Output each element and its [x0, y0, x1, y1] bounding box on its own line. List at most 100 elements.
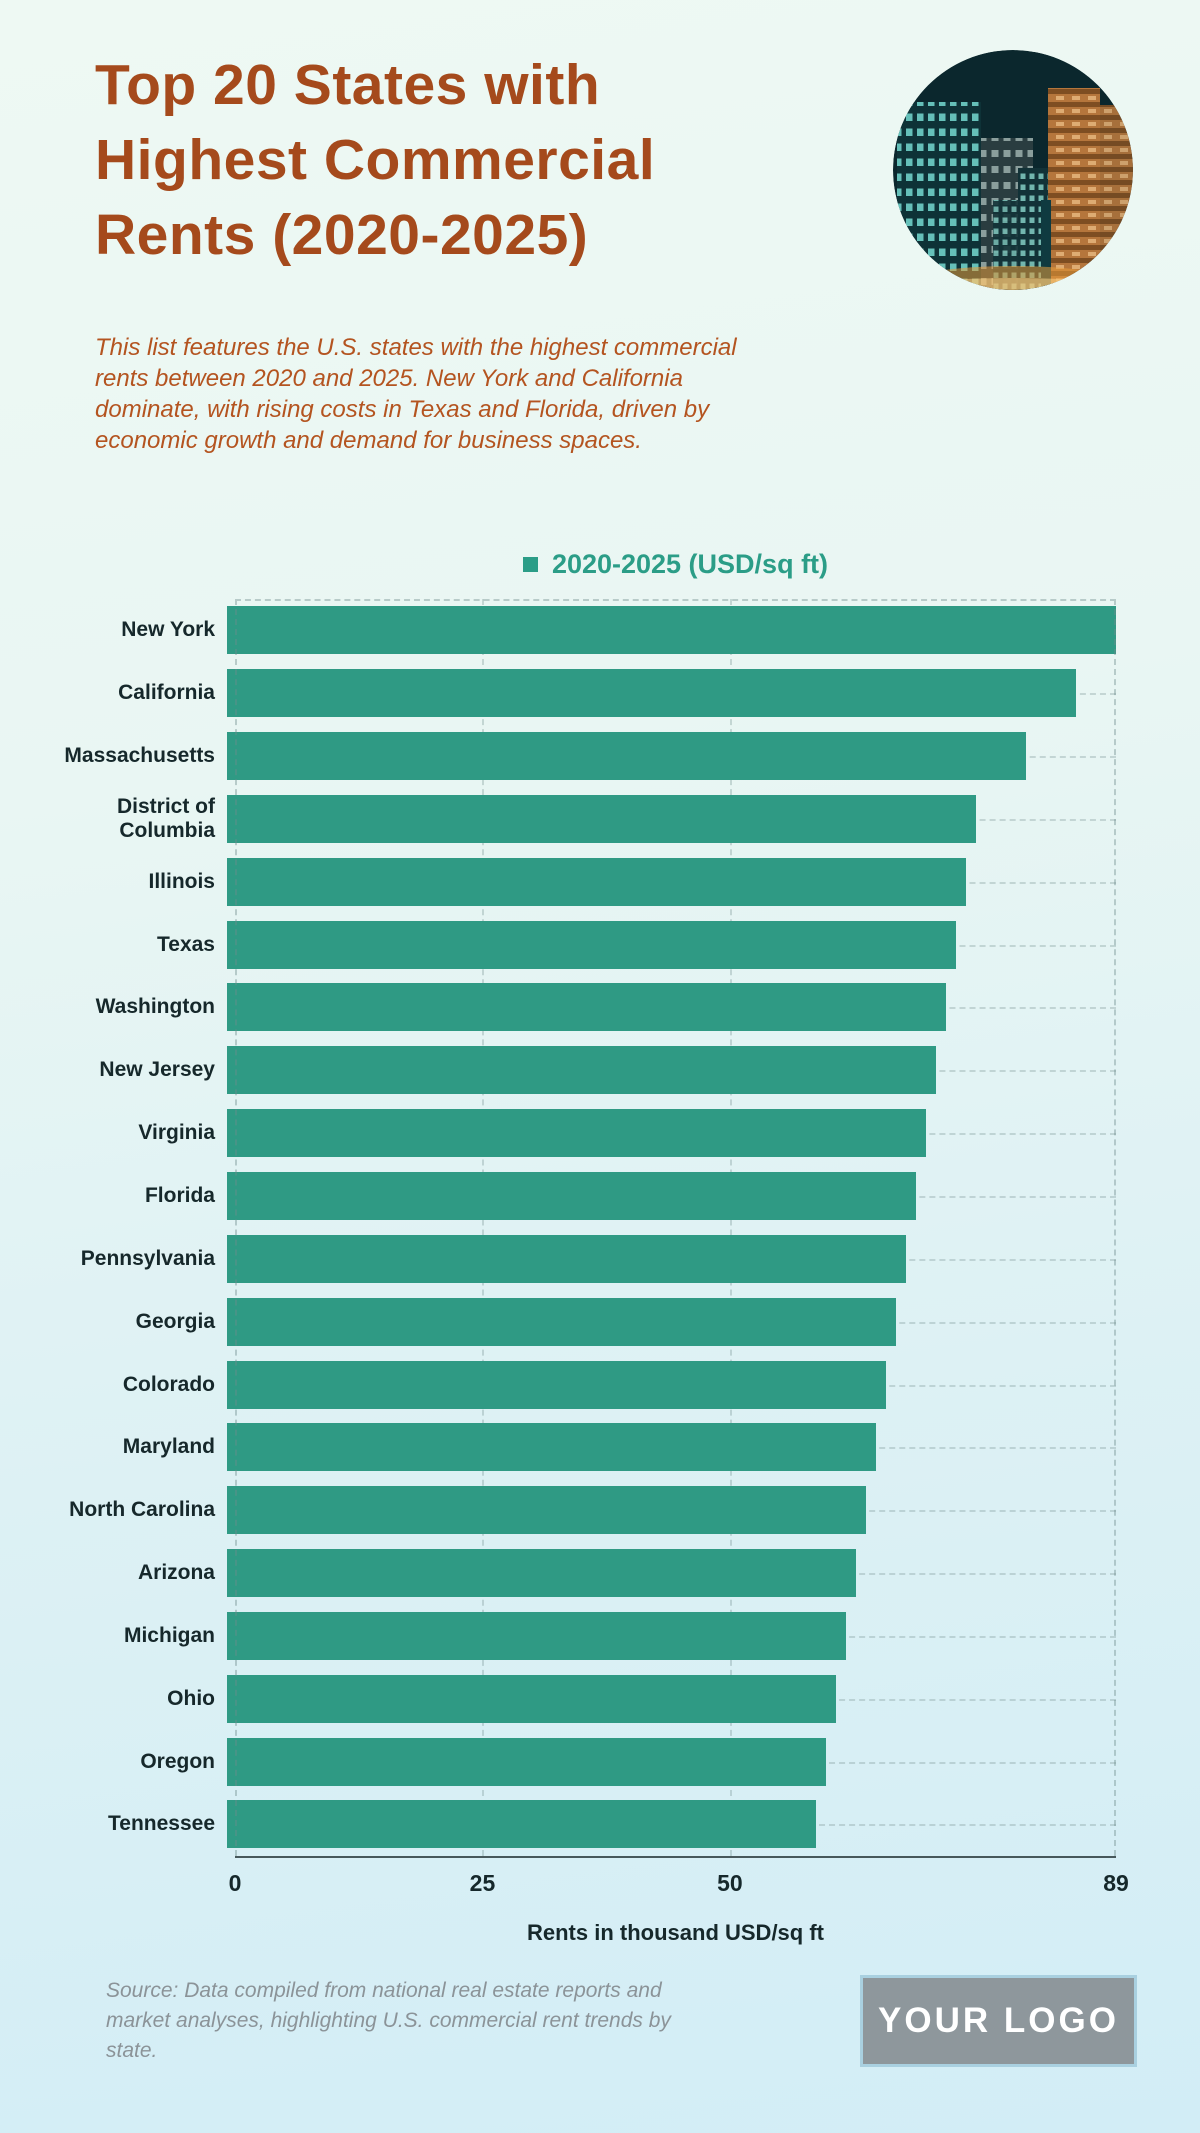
- bar-track: [227, 1542, 1116, 1605]
- category-label: California: [118, 681, 215, 705]
- bar: [227, 1800, 817, 1849]
- city-skyline-illustration: [893, 50, 1133, 290]
- bar-track: [227, 788, 1116, 851]
- category-label: District of Columbia: [116, 794, 215, 842]
- bar-row: Arizona: [30, 1542, 1116, 1605]
- bar-track: [227, 1793, 1116, 1856]
- category-label: Massachusetts: [64, 744, 215, 768]
- bar-rows: New York California Massachusetts District …: [30, 599, 1116, 1856]
- bar: [227, 983, 947, 1032]
- bar-row: New York: [30, 599, 1116, 662]
- bar-row: Virginia: [30, 1102, 1116, 1165]
- bar-track: [227, 1227, 1116, 1290]
- category-label: Maryland: [122, 1435, 215, 1459]
- bar: [227, 857, 967, 906]
- category-label: Florida: [144, 1184, 215, 1208]
- bar: [227, 1109, 927, 1158]
- bar-track: [227, 913, 1116, 976]
- bar-track: [227, 1353, 1116, 1416]
- bar: [227, 669, 1077, 718]
- category-label: Pennsylvania: [80, 1246, 215, 1270]
- bar: [227, 1172, 917, 1221]
- category-label: Texas: [157, 932, 215, 956]
- category-label: New York: [121, 618, 215, 642]
- bar-row: Maryland: [30, 1416, 1116, 1479]
- category-label: Virginia: [138, 1121, 215, 1145]
- legend-label: 2020-2025 (USD/sq ft): [551, 549, 829, 579]
- bar-row: Tennessee: [30, 1793, 1116, 1856]
- source-note: Source: Data compiled from national real…: [106, 1979, 671, 2062]
- bar-row: Ohio: [30, 1667, 1116, 1730]
- bar-row: California: [30, 662, 1116, 725]
- bar: [227, 606, 1116, 655]
- legend-swatch-icon: [522, 557, 538, 572]
- bar-track: [227, 725, 1116, 788]
- bar-row: North Carolina: [30, 1479, 1116, 1542]
- logo-text: YOUR LOGO: [878, 2001, 1119, 2040]
- x-axis-line: [235, 1856, 1116, 1858]
- bar-track: [227, 976, 1116, 1039]
- bar: [227, 920, 957, 969]
- bar-row: Pennsylvania: [30, 1227, 1116, 1290]
- city-photo: [893, 50, 1133, 290]
- bar-track: [227, 662, 1116, 725]
- category-label: Washington: [95, 995, 215, 1019]
- bar-track: [227, 1039, 1116, 1102]
- x-tick-label: 89: [1103, 1870, 1129, 1896]
- x-tick-label: 0: [228, 1870, 242, 1896]
- bar-row: Florida: [30, 1165, 1116, 1228]
- category-label: North Carolina: [69, 1498, 215, 1522]
- bar-track: [227, 1290, 1116, 1353]
- x-axis-title: Rents in thousand USD/sq ft: [527, 1920, 824, 1945]
- bar-track: [227, 850, 1116, 913]
- bar-track: [227, 599, 1116, 662]
- bar-track: [227, 1667, 1116, 1730]
- bar-row: Massachusetts: [30, 725, 1116, 788]
- bar-row: New Jersey: [30, 1039, 1116, 1102]
- bar: [227, 1737, 827, 1786]
- category-label: Arizona: [137, 1561, 215, 1585]
- bar-track: [227, 1102, 1116, 1165]
- bar: [227, 1611, 847, 1660]
- category-label: Ohio: [167, 1686, 215, 1710]
- bar-track: [227, 1730, 1116, 1793]
- bar-row: Texas: [30, 913, 1116, 976]
- bar: [227, 1674, 837, 1723]
- bar-track: [227, 1165, 1116, 1228]
- bar-row: Michigan: [30, 1605, 1116, 1668]
- bar-row: District of Columbia: [30, 788, 1116, 851]
- category-label: Colorado: [122, 1372, 215, 1396]
- bar: [227, 1234, 907, 1283]
- bar-chart: New York California Massachusetts District …: [30, 599, 1129, 1945]
- bar: [227, 1549, 857, 1598]
- bar: [227, 1046, 937, 1095]
- bar: [227, 1486, 867, 1535]
- bar-row: Colorado: [30, 1353, 1116, 1416]
- page-subtitle: This list features the U.S. states with …: [95, 334, 737, 454]
- bar-track: [227, 1416, 1116, 1479]
- category-label: Georgia: [135, 1309, 215, 1333]
- category-label: Michigan: [123, 1623, 215, 1647]
- bar-row: Georgia: [30, 1290, 1116, 1353]
- bar: [227, 1297, 897, 1346]
- bar: [227, 794, 977, 843]
- bar-row: Washington: [30, 976, 1116, 1039]
- category-label: Tennessee: [108, 1812, 215, 1836]
- logo-placeholder: YOUR LOGO: [860, 1975, 1137, 2067]
- chart-legend: 2020-2025 (USD/sq ft): [235, 549, 1116, 580]
- category-label: New Jersey: [99, 1058, 215, 1082]
- bar: [227, 732, 1027, 781]
- bar: [227, 1360, 887, 1409]
- x-tick-label: 50: [717, 1870, 743, 1896]
- x-tick-label: 25: [469, 1870, 496, 1896]
- x-axis-ticks: 0 25 50 89: [229, 1870, 1129, 1900]
- category-label: Oregon: [140, 1749, 215, 1773]
- bar-track: [227, 1605, 1116, 1668]
- bar: [227, 1423, 877, 1472]
- page-title: Top 20 States with Highest Commercial Re…: [95, 53, 656, 267]
- bar-track: [227, 1479, 1116, 1542]
- bar-row: Oregon: [30, 1730, 1116, 1793]
- category-label: Illinois: [148, 869, 215, 893]
- bar-row: Illinois: [30, 850, 1116, 913]
